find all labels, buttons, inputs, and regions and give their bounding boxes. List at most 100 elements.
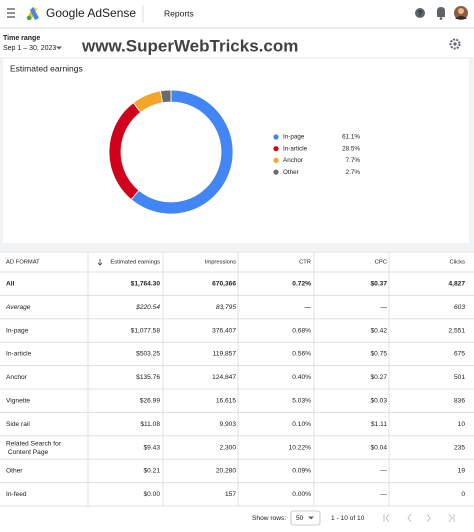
column-header: Clicks <box>450 260 466 266</box>
help-icon[interactable]: ? <box>415 8 425 18</box>
table-cell: $0.04 <box>370 444 387 451</box>
chart-card <box>3 59 469 243</box>
table-cell: 124,847 <box>212 374 236 381</box>
table-cell: 9,903 <box>219 421 236 428</box>
legend-swatch <box>273 169 279 175</box>
rows-value: 50 <box>296 515 304 522</box>
table-cell: 10 <box>458 421 466 428</box>
legend-value: 61.1% <box>342 134 360 141</box>
legend-label: Other <box>283 169 299 176</box>
table-cell: In-page <box>6 327 29 334</box>
table-cell: 0.72% <box>292 280 311 287</box>
table-cell: 0.56% <box>292 351 311 358</box>
watermark: www.SuperWebTricks.com <box>81 36 298 55</box>
table-cell: $1,077.58 <box>131 327 161 334</box>
adsense-logo <box>26 7 39 21</box>
table-cell: $0.21 <box>143 468 160 475</box>
legend-swatch <box>273 157 279 163</box>
table-cell: 0 <box>461 491 465 498</box>
page-range: 1 - 10 of 10 <box>331 515 365 522</box>
table-cell: 235 <box>454 444 465 451</box>
table-cell: 83,795 <box>216 304 237 311</box>
table-cell: 0.10% <box>292 421 311 428</box>
card-title: Estimated earnings <box>10 63 83 73</box>
table-cell: In-feed <box>6 491 27 498</box>
table-cell: 0.40% <box>292 374 311 381</box>
table-cell: 603 <box>454 304 465 311</box>
table-cell: 20,280 <box>216 468 237 475</box>
legend-label: Anchor <box>283 157 303 164</box>
table-cell: Side rail <box>6 421 30 428</box>
table-cell: 2,551 <box>448 327 465 334</box>
table-cell: 501 <box>454 374 465 381</box>
table-cell: $0.03 <box>370 397 387 404</box>
table-cell: All <box>6 280 15 287</box>
table-cell: Anchor <box>6 374 28 381</box>
table-cell: 376,407 <box>212 327 236 334</box>
top-bar <box>0 0 474 28</box>
table-cell: $11.08 <box>140 421 160 428</box>
table-cell: $0.37 <box>370 280 387 287</box>
sort-arrow <box>97 259 103 266</box>
table-cell: 675 <box>454 351 465 358</box>
table-cell: 836 <box>454 397 465 404</box>
table-cell: Related Search for Content Page <box>6 440 62 456</box>
prev-page[interactable] <box>407 513 412 523</box>
column-header: CPC <box>375 260 387 266</box>
settings-icon[interactable] <box>449 38 461 50</box>
column-header: AD FORMAT <box>6 260 40 266</box>
notifications-icon[interactable] <box>437 7 445 20</box>
column-header: Estimated earnings <box>110 260 160 266</box>
table-cell: 157 <box>225 491 236 498</box>
table-cell: $26.99 <box>140 397 161 404</box>
filter-bar <box>0 28 474 57</box>
avatar[interactable] <box>454 6 468 20</box>
donut-segment <box>160 89 172 104</box>
table-cell: $503.25 <box>136 351 160 358</box>
column-header: Impressions <box>205 260 236 266</box>
legend-value: 2.7% <box>346 169 361 176</box>
legend-value: 28.5% <box>342 145 360 152</box>
table-cell: 0.09% <box>292 468 311 475</box>
legend-value: 7.7% <box>346 157 361 164</box>
table-cell: 0.68% <box>292 327 311 334</box>
table-cell: 119,857 <box>213 351 237 358</box>
table-cell: 5.03% <box>292 397 311 404</box>
legend-swatch <box>273 134 279 140</box>
table-cell: 0.00% <box>292 491 311 498</box>
table-cell: $0.00 <box>143 491 160 498</box>
table-cell: 4,827 <box>448 280 465 287</box>
table-cell: $135.76 <box>136 374 160 381</box>
filter-value[interactable]: Sep 1 – 30, 2023 <box>3 45 56 52</box>
legend-swatch <box>273 146 279 152</box>
table-cell: 16,615 <box>216 397 237 404</box>
table-cell: $1,764.30 <box>131 280 161 287</box>
table-cell: — <box>379 304 387 311</box>
table-cell: — <box>303 304 311 311</box>
table-cell: — <box>380 491 387 498</box>
rows-select[interactable] <box>290 510 321 526</box>
table-cell: $0.75 <box>370 351 387 358</box>
table-cell: 10.22% <box>289 444 312 451</box>
table-cell: 19 <box>458 468 466 475</box>
page-title: Reports <box>164 8 194 18</box>
table-cell: $0.42 <box>370 327 387 334</box>
table-cell: $1.11 <box>371 421 387 428</box>
table-cell: $220.54 <box>135 304 160 311</box>
column-header: CTR <box>299 260 311 266</box>
last-page[interactable] <box>448 513 455 523</box>
legend-label: In-article <box>283 145 308 152</box>
table-cell: Vignette <box>6 397 30 404</box>
menu-icon[interactable] <box>7 8 15 18</box>
table-cell: In-article <box>6 351 32 358</box>
next-page[interactable] <box>426 513 431 523</box>
svg-text:?: ? <box>418 10 422 17</box>
first-page[interactable] <box>383 513 390 523</box>
dropdown-arrow <box>56 46 62 50</box>
table-cell: $9.43 <box>143 444 160 451</box>
table-cell: 670,366 <box>212 280 236 287</box>
table-cell: Average <box>5 304 31 311</box>
legend-label: In-page <box>283 134 305 141</box>
brand: Google AdSense <box>46 6 136 20</box>
